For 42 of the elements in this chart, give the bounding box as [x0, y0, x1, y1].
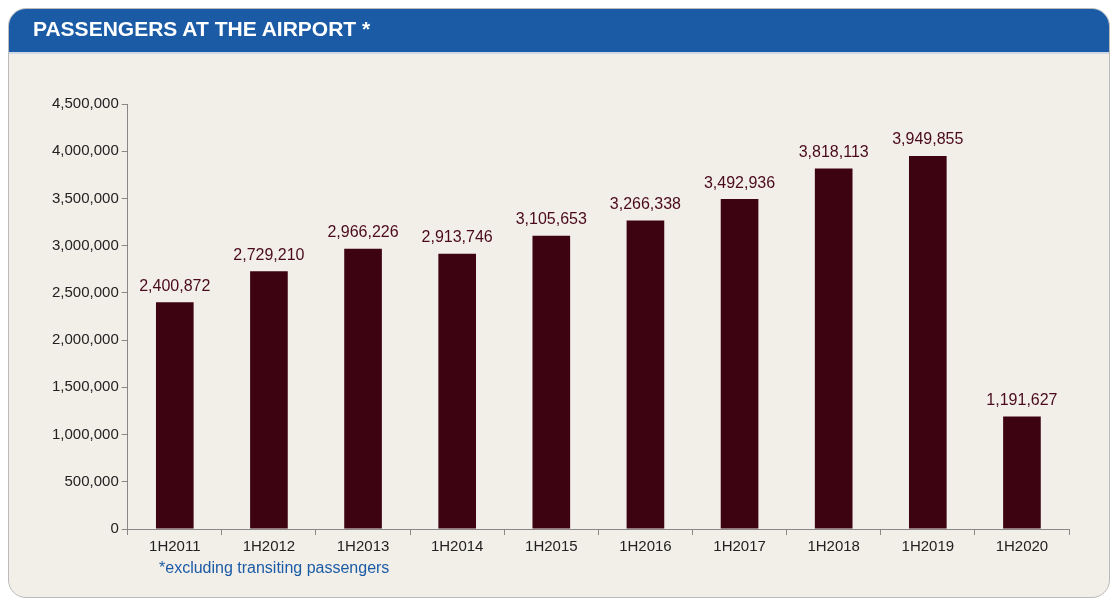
bar: [814, 168, 853, 529]
bar: [908, 155, 947, 529]
y-tick-label: 2,000,000: [52, 330, 119, 348]
y-tick-label: 1,000,000: [52, 424, 119, 442]
x-tick-label: 1H2019: [901, 537, 955, 555]
x-tick-label: 1H2011: [149, 537, 201, 555]
y-tick-label: 4,000,000: [52, 141, 119, 159]
bar: [438, 253, 476, 529]
text: *excluding transiting passengers: [159, 559, 391, 577]
data-label: 2,400,872: [139, 276, 211, 294]
bar: [1003, 416, 1041, 529]
data-label: 3,105,653: [515, 210, 587, 228]
data-label: 2,913,746: [421, 228, 493, 246]
bar: [250, 271, 288, 529]
data-label: 3,818,113: [798, 142, 869, 160]
x-tick-label: 1H2020: [995, 537, 1049, 555]
y-tick-label: 1,500,000: [52, 377, 119, 395]
bar: [626, 220, 665, 529]
data-label: 1,191,627: [986, 390, 1058, 408]
x-tick-label: 1H2013: [336, 537, 390, 555]
x-tick-label: 1H2012: [242, 537, 296, 555]
y-tick-label: 0: [110, 519, 119, 537]
bar: [155, 302, 194, 529]
x-tick-label: 1H2018: [807, 537, 860, 555]
data-label: 3,492,936: [703, 173, 776, 191]
data-label: 3,266,338: [609, 194, 682, 212]
data-label: 2,966,226: [327, 223, 399, 241]
y-tick-label: 4,500,000: [52, 94, 119, 112]
data-label: 2,729,210: [233, 245, 305, 263]
chart-title: PASSENGERS AT THE AIRPORT *: [9, 9, 1109, 54]
x-tick-label: 1H2017: [713, 537, 766, 555]
bar: [344, 248, 382, 529]
data-label: 3,949,855: [892, 130, 964, 148]
y-tick-label: 2,500,000: [52, 283, 119, 301]
x-tick-label: 1H2015: [525, 537, 578, 555]
bar: [720, 199, 759, 529]
y-tick-label: 3,000,000: [52, 235, 119, 253]
bar: [532, 235, 571, 529]
y-tick-label: 3,500,000: [52, 188, 119, 206]
x-tick-label: 1H2016: [619, 537, 672, 555]
x-tick-label: 1H2014: [430, 537, 484, 555]
y-tick-label: 500,000: [64, 471, 119, 489]
